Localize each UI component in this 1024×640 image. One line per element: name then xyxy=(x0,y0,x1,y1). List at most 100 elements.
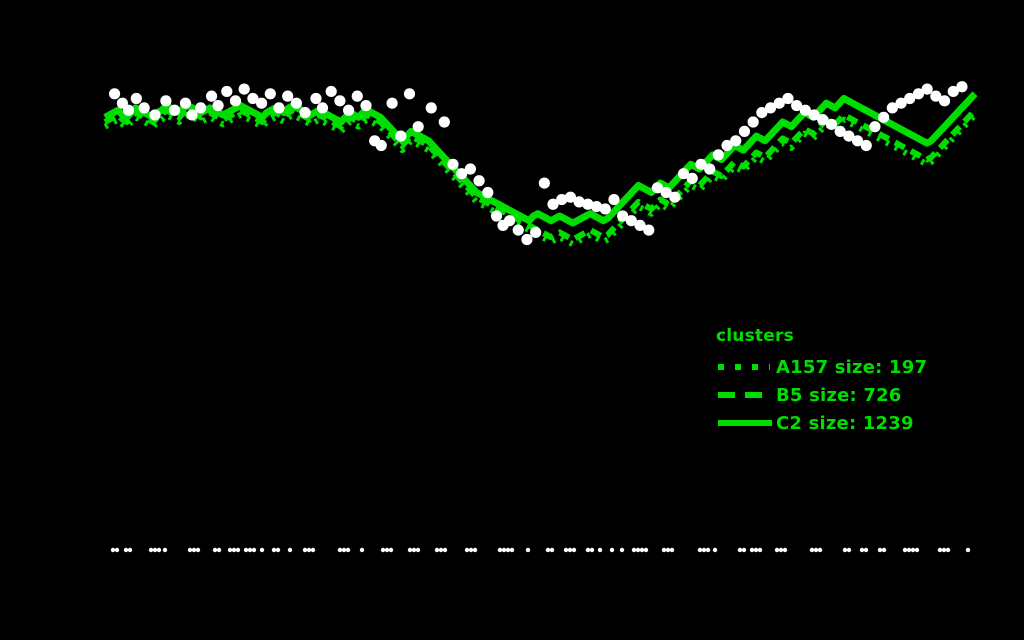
scatter-point xyxy=(921,83,933,95)
rug-tick xyxy=(859,547,865,553)
rug-tick xyxy=(187,547,193,553)
rug-tick xyxy=(415,547,421,553)
rug-tick xyxy=(937,547,943,553)
scatter-point xyxy=(843,130,855,142)
scatter-point xyxy=(912,88,925,100)
scatter-point xyxy=(412,121,424,133)
scatter-point xyxy=(238,83,250,95)
rug-tick xyxy=(235,547,241,553)
scatter-point xyxy=(938,95,951,107)
rug-tick xyxy=(148,547,154,553)
rug-tick xyxy=(231,547,237,553)
rug-tick xyxy=(384,547,390,553)
rug-tick xyxy=(863,547,869,553)
rug-tick xyxy=(411,547,417,553)
rug-tick xyxy=(619,547,625,553)
scatter-point xyxy=(538,177,550,189)
rug-tick xyxy=(127,547,133,553)
scatter-point xyxy=(590,201,603,213)
rug-tick xyxy=(380,547,386,553)
rug-tick xyxy=(609,547,615,553)
legend-item-c2[interactable]: C2 size: 1239 xyxy=(714,409,1014,437)
rug-tick xyxy=(110,547,116,553)
legend-label-a157: A157 size: 197 xyxy=(776,356,928,378)
rug-tick xyxy=(757,547,763,553)
rug-tick xyxy=(302,547,308,553)
rug-tick xyxy=(712,547,718,553)
scatter-point xyxy=(947,85,959,98)
rug-tick xyxy=(567,547,573,553)
scatter-point xyxy=(582,198,594,210)
rug-tick xyxy=(877,547,883,553)
scatter-point xyxy=(490,210,503,222)
rug-tick xyxy=(635,547,641,553)
scatter-point xyxy=(247,92,259,105)
rug-tick xyxy=(434,547,440,553)
scatter-point xyxy=(360,99,372,112)
rug-tick xyxy=(251,547,257,553)
rug-tick xyxy=(442,547,448,553)
rug-tick xyxy=(407,547,413,553)
scatter-point xyxy=(503,215,516,227)
scatter-point xyxy=(825,118,838,130)
scatter-point xyxy=(669,191,681,203)
scatter-point xyxy=(316,102,329,114)
scatter-point xyxy=(712,149,724,161)
scatter-point xyxy=(456,168,468,180)
legend-item-a157[interactable]: A157 size: 197 xyxy=(714,353,1014,381)
rug-tick xyxy=(505,547,511,553)
scatter-point xyxy=(869,121,881,133)
scatter-point xyxy=(130,92,142,105)
scatter-point xyxy=(834,125,846,137)
rug-tick xyxy=(549,547,555,553)
scatter-point xyxy=(677,168,690,180)
scatter-point xyxy=(791,99,803,112)
scatter-point xyxy=(229,95,242,107)
scatter-point xyxy=(299,107,311,119)
rug-tick xyxy=(809,547,815,553)
series-layer xyxy=(103,91,978,248)
scatter-point xyxy=(660,186,672,199)
scatter-point xyxy=(956,81,968,93)
rug-tick xyxy=(247,547,253,553)
rug-tick xyxy=(345,547,351,553)
scatter-point xyxy=(608,193,620,206)
scatter-point xyxy=(686,172,698,184)
scatter-point xyxy=(334,95,346,107)
scatter-point xyxy=(904,92,916,105)
rug-tick xyxy=(162,547,168,553)
scatter-point xyxy=(530,226,542,239)
scatter-point xyxy=(438,116,450,128)
rug-tick xyxy=(701,547,707,553)
scatter-point xyxy=(473,175,485,187)
rug-tick xyxy=(191,547,197,553)
rug-tick xyxy=(643,547,649,553)
rug-tick xyxy=(310,547,316,553)
scatter-point xyxy=(695,158,707,170)
rug-tick xyxy=(216,547,222,553)
rug-tick xyxy=(665,547,671,553)
legend-item-b5[interactable]: B5 size: 726 xyxy=(714,381,1014,409)
scatter-point xyxy=(599,203,611,215)
scatter-point xyxy=(808,109,820,121)
rug-tick xyxy=(195,547,201,553)
rug-tick xyxy=(585,547,591,553)
rug-tick xyxy=(782,547,788,553)
scatter-point xyxy=(464,163,476,175)
scatter-point xyxy=(108,88,121,100)
scatter-point xyxy=(643,224,655,236)
rug-tick xyxy=(910,547,916,553)
rug-tick xyxy=(774,547,780,553)
rug-tick xyxy=(571,547,577,553)
dotted-line-icon xyxy=(714,353,776,381)
scatter-point xyxy=(886,102,898,114)
rug-tick xyxy=(737,547,743,553)
rug-tick xyxy=(741,547,747,553)
scatter-point xyxy=(122,104,135,116)
scatter-point xyxy=(851,135,864,147)
rug-tick xyxy=(669,547,675,553)
scatter-point xyxy=(205,90,218,102)
rug-tick xyxy=(306,547,312,553)
